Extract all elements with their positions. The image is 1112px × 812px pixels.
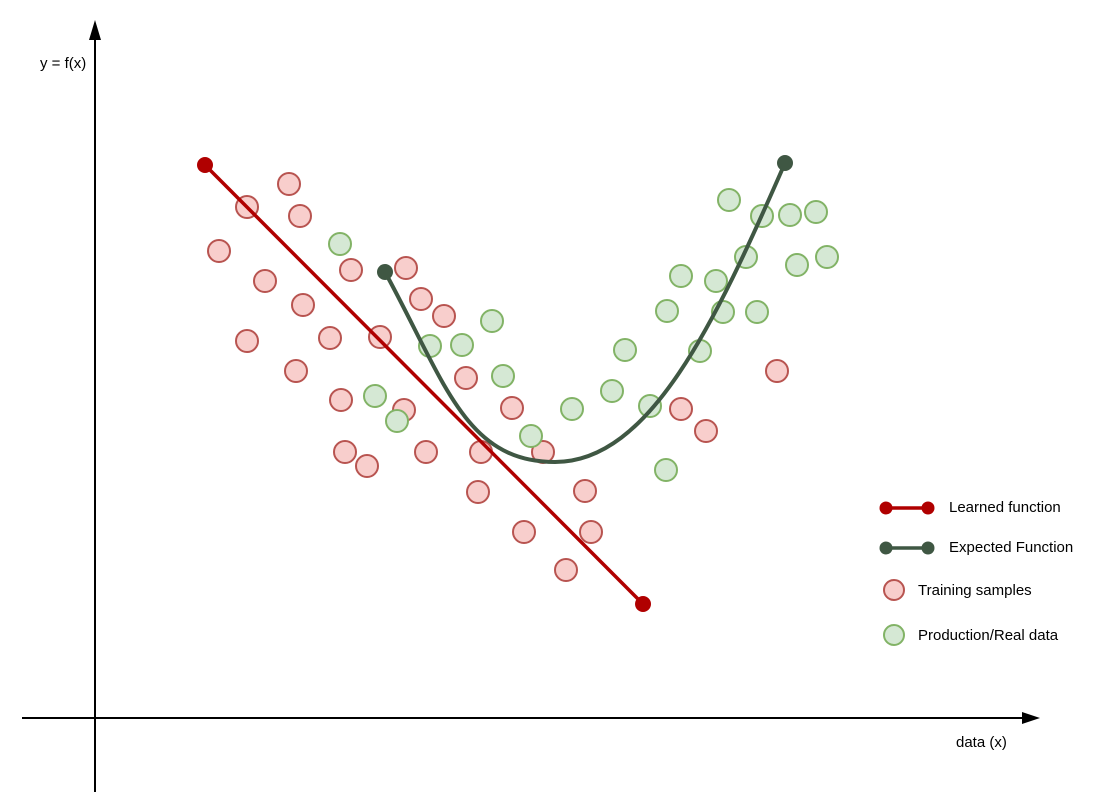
training-sample-point — [409, 287, 433, 311]
learned-function-endpoint-dot — [197, 157, 213, 173]
expected-function-group — [377, 155, 793, 465]
legend-label-learned-function: Learned function — [949, 499, 1061, 516]
training-sample-point — [277, 172, 301, 196]
training-sample-point — [318, 326, 342, 350]
legend-item-learned-function: Learned function — [878, 499, 1073, 516]
training-sample-point — [669, 397, 693, 421]
training-sample-point — [253, 269, 277, 293]
production-data-point — [745, 300, 769, 324]
production-data-point — [717, 188, 741, 212]
training-sample-point — [207, 239, 231, 263]
training-sample-point — [288, 204, 312, 228]
training-sample-point — [339, 258, 363, 282]
training-sample-point — [765, 359, 789, 383]
production-data-point — [815, 245, 839, 269]
production-data-point — [654, 458, 678, 482]
training-sample-point — [500, 396, 524, 420]
training-sample-point — [454, 366, 478, 390]
production-data-point — [785, 253, 809, 277]
training-sample-point — [333, 440, 357, 464]
legend-item-production-data: Production/Real data — [878, 624, 1073, 646]
training-sample-point — [466, 480, 490, 504]
training-sample-point — [469, 440, 493, 464]
training-sample-point — [355, 454, 379, 478]
training-sample-point — [573, 479, 597, 503]
legend: Learned function Expected Function Train… — [878, 499, 1073, 646]
legend-item-training-samples: Training samples — [878, 579, 1073, 601]
learned-function-group — [197, 157, 651, 612]
y-axis-arrow — [89, 20, 101, 40]
axes-group — [22, 20, 1040, 792]
learned-function-line — [203, 163, 645, 606]
production-data-point — [363, 384, 387, 408]
training-points-group — [207, 172, 789, 582]
production-points-group — [328, 188, 839, 482]
x-axis-label: data (x) — [956, 734, 1007, 751]
training-sample-point — [579, 520, 603, 544]
training-sample-point — [284, 359, 308, 383]
production-data-point — [600, 379, 624, 403]
training-sample-point — [235, 329, 259, 353]
production-data-point — [778, 203, 802, 227]
expected-function-swatch-icon — [879, 541, 935, 554]
learned-function-endpoint-dot — [635, 596, 651, 612]
training-sample-point — [554, 558, 578, 582]
production-data-point — [804, 200, 828, 224]
expected-function-curve — [383, 162, 787, 465]
training-sample-point — [414, 440, 438, 464]
production-data-point — [560, 397, 584, 421]
production-data-point — [669, 264, 693, 288]
legend-label-production-data: Production/Real data — [918, 626, 1059, 644]
training-sample-point — [394, 256, 418, 280]
training-sample-point — [291, 293, 315, 317]
production-data-point — [638, 394, 662, 418]
legend-label-expected-function: Expected Function — [949, 539, 1074, 556]
training-sample-point — [512, 520, 536, 544]
y-axis-label: y = f(x) — [40, 55, 87, 72]
training-sample-point — [329, 388, 353, 412]
production-data-point — [613, 338, 637, 362]
production-data-point — [450, 333, 474, 357]
production-data-point — [655, 299, 679, 323]
production-data-point — [704, 269, 728, 293]
training-sample-point — [694, 419, 718, 443]
production-data-point — [480, 309, 504, 333]
legend-label-training-samples: Training samples — [918, 581, 1032, 599]
production-data-point — [519, 424, 543, 448]
training-sample-point — [432, 304, 456, 328]
x-axis-arrow — [1022, 712, 1040, 724]
expected-function-endpoint-dot — [377, 264, 393, 280]
production-data-swatch-icon — [883, 624, 905, 646]
training-sample-point — [368, 325, 392, 349]
production-data-point — [491, 364, 515, 388]
production-data-point — [328, 232, 352, 256]
learned-function-swatch-icon — [879, 501, 935, 514]
expected-function-endpoint-dot — [777, 155, 793, 171]
training-samples-swatch-icon — [883, 579, 905, 601]
production-data-point — [385, 409, 409, 433]
legend-item-expected-function: Expected Function — [878, 539, 1073, 556]
